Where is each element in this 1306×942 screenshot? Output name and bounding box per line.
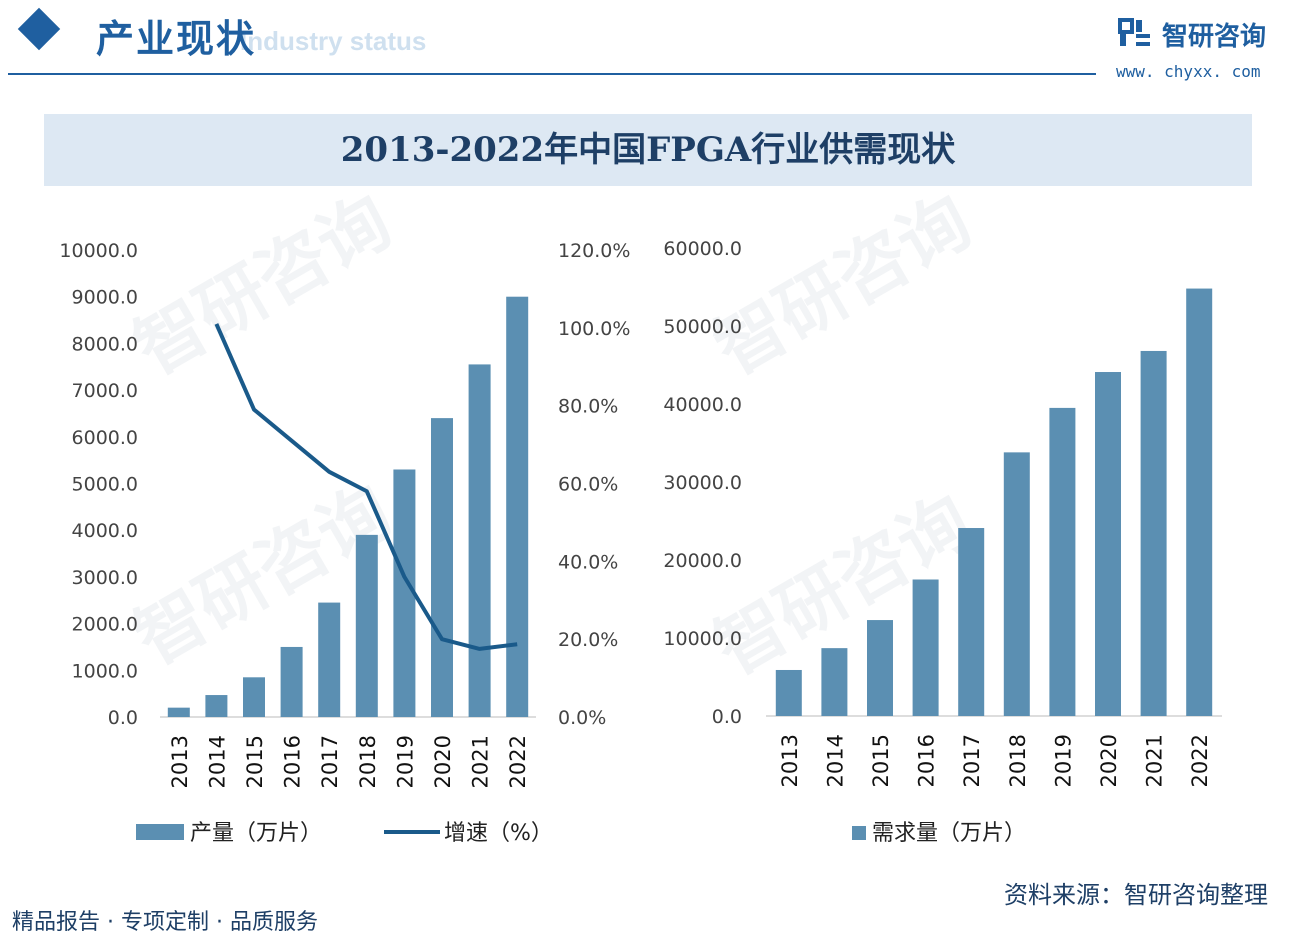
x-tick-label: 2020	[431, 735, 455, 788]
chart-title: 2013-2022年中国FPGA行业供需现状	[340, 130, 956, 170]
bar	[1186, 288, 1213, 716]
x-tick-label: 2022	[506, 735, 530, 788]
legend-label: 产量（万片）	[190, 821, 322, 846]
bar	[1095, 372, 1121, 716]
brand-url: www. chyxx. com	[1116, 62, 1261, 81]
bar	[355, 534, 378, 717]
chart-title-band: 2013-2022年中国FPGA行业供需现状	[44, 114, 1252, 186]
y2-tick-label: 80.0%	[558, 396, 618, 418]
growth-line	[214, 323, 518, 651]
bar	[1003, 452, 1030, 716]
y-tick-label: 40000.0	[663, 394, 742, 416]
x-tick-label: 2016	[281, 735, 305, 788]
bar	[280, 646, 303, 717]
y-tick-label: 9000.0	[72, 287, 138, 309]
y-tick-label: 7000.0	[72, 380, 138, 402]
bar	[912, 579, 939, 716]
bar	[821, 648, 848, 716]
y2-tick-label: 20.0%	[558, 629, 618, 651]
bar	[431, 418, 453, 717]
bar	[318, 602, 341, 717]
bar	[393, 469, 416, 717]
header-divider	[8, 73, 1096, 75]
x-tick-label: 2014	[205, 735, 229, 788]
footer-tagline: 精品报告 · 专项定制 · 品质服务	[12, 910, 318, 935]
y-tick-label: 3000.0	[72, 567, 138, 589]
x-tick-label: 2022	[1188, 734, 1212, 787]
y2-tick-label: 0.0%	[558, 707, 606, 729]
bar	[1140, 350, 1167, 716]
x-tick-label: 2019	[393, 735, 417, 788]
x-tick-label: 2019	[1051, 734, 1075, 787]
legend-swatch-bar	[852, 826, 866, 840]
x-tick-label: 2013	[168, 735, 192, 788]
y-tick-label: 4000.0	[72, 520, 138, 542]
y-tick-label: 20000.0	[663, 550, 742, 572]
x-tick-label: 2021	[1143, 734, 1167, 787]
y-tick-label: 8000.0	[72, 333, 138, 355]
x-tick-label: 2020	[1097, 734, 1121, 787]
y-tick-label: 10000.0	[59, 240, 138, 262]
brand-logo-icon	[1118, 18, 1150, 46]
y-tick-label: 10000.0	[663, 628, 742, 650]
y-tick-label: 60000.0	[663, 238, 742, 260]
y2-tick-label: 60.0%	[558, 474, 618, 496]
y-tick-label: 2000.0	[72, 614, 138, 636]
bar	[468, 364, 491, 717]
x-tick-label: 2015	[869, 734, 893, 787]
y-tick-label: 30000.0	[663, 472, 742, 494]
x-tick-label: 2018	[1006, 734, 1030, 787]
bar	[775, 669, 802, 716]
legend-label: 需求量（万片）	[872, 821, 1026, 846]
x-tick-label: 2013	[778, 734, 802, 787]
x-tick-label: 2018	[356, 735, 380, 788]
y-tick-label: 1000.0	[72, 660, 138, 682]
bar	[1049, 407, 1076, 716]
y-tick-label: 0.0	[108, 707, 138, 729]
bar	[958, 528, 985, 716]
bar	[506, 296, 529, 717]
y2-tick-label: 100.0%	[558, 318, 630, 340]
bar	[243, 677, 265, 717]
y2-tick-label: 120.0%	[558, 240, 630, 262]
y-tick-label: 5000.0	[72, 474, 138, 496]
page-header: Industry status 产业现状 智研咨询 www. chyxx. co…	[0, 0, 1306, 81]
legend-swatch-bar	[136, 824, 184, 840]
brand-name: 智研咨询	[1162, 22, 1267, 52]
x-tick-label: 2014	[823, 734, 847, 787]
x-tick-label: 2015	[243, 735, 267, 788]
x-tick-label: 2016	[915, 734, 939, 787]
x-tick-label: 2021	[469, 735, 493, 788]
section-subtitle: Industry status	[240, 26, 427, 56]
bar	[867, 620, 893, 716]
y-tick-label: 50000.0	[663, 316, 742, 338]
y-tick-label: 6000.0	[72, 427, 138, 449]
legend-label: 增速（%）	[444, 821, 553, 846]
x-tick-label: 2017	[318, 735, 342, 788]
section-title: 产业现状	[96, 16, 257, 61]
bar	[205, 695, 228, 717]
bar	[167, 707, 190, 717]
y2-tick-label: 40.0%	[558, 551, 618, 573]
y-tick-label: 0.0	[712, 706, 742, 728]
x-tick-label: 2017	[960, 734, 984, 787]
source-note: 资料来源：智研咨询整理	[1004, 881, 1268, 909]
